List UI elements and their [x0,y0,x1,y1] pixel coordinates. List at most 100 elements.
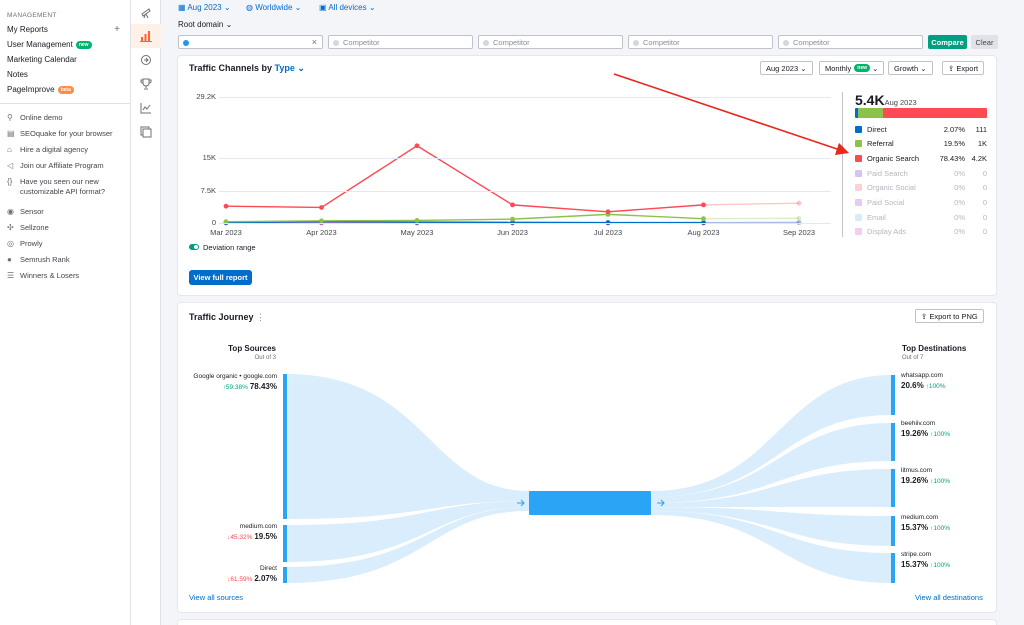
funnel-icon[interactable] [131,48,161,72]
trophy-icon[interactable] [131,72,161,96]
info-icon[interactable]: ⋮ [256,312,266,322]
x-tick-label: Jul 2023 [593,228,623,237]
close-icon[interactable]: × [311,37,317,47]
source-item[interactable]: Direct ↓61.59% 2.07% [180,565,277,583]
checkbox[interactable] [855,125,862,133]
destination-item[interactable]: whatsapp.com 20.6% ↑100% [901,372,946,390]
bar-chart-icon[interactable] [131,24,161,48]
export-button[interactable]: ⇪ Export [942,61,985,75]
devices-filter[interactable]: ▣ All devices ⌄ [319,3,376,12]
sankey-node[interactable] [891,553,895,583]
data-point[interactable] [701,202,706,208]
sidebar-item-marketing-calendar[interactable]: Marketing Calendar [0,52,130,67]
competitor-input[interactable]: Competitor [478,35,623,49]
data-point[interactable] [605,211,611,217]
data-point[interactable] [319,205,324,210]
view-all-destinations-link[interactable]: View all destinations [915,593,983,602]
competitor-input[interactable]: Competitor [778,35,923,49]
sankey-node[interactable] [891,375,895,415]
sidebar-item-pageimprove[interactable]: PageImprove beta [0,82,130,97]
type-dropdown[interactable]: Type ⌄ [274,63,305,73]
data-point[interactable] [701,216,706,222]
legend-item[interactable]: Paid Social 0% 0 [855,197,987,209]
destination-item[interactable]: litmus.com 19.26% ↑100% [901,467,950,485]
sankey-node[interactable] [891,469,895,507]
sidebar-link[interactable]: ◉ Sensor [0,204,130,220]
destination-item[interactable]: stripe.com 15.37% ↑100% [901,551,950,569]
source-item[interactable]: Google organic • google.com ↑59.38% 78.43… [180,373,277,391]
data-point[interactable] [796,200,802,206]
sidebar-link[interactable]: ⌂ Hire a digital agency [0,142,130,158]
sankey-node[interactable] [283,374,287,519]
legend-item[interactable]: Organic Search 78.43% 4.2K [855,152,987,164]
location-filter[interactable]: ◍ Worldwide ⌄ [246,3,301,12]
checkbox[interactable] [855,154,862,162]
sidebar-item-label: Notes [7,70,28,79]
legend-item[interactable]: Email 0% 0 [855,211,987,223]
date-filter[interactable]: ▦ Aug 2023 ⌄ [178,3,231,12]
sankey-center-node[interactable] [529,491,651,515]
checkbox[interactable] [855,169,862,177]
sankey-node[interactable] [891,516,895,546]
data-point[interactable] [605,209,611,215]
data-point[interactable] [796,215,802,221]
sankey-node[interactable] [283,567,287,583]
destination-item[interactable]: beehiiv.com 19.26% ↑100% [901,420,950,438]
sidebar-link[interactable]: ☰ Winners & Losers [0,268,130,284]
sankey-node[interactable] [283,525,287,562]
competitor-input[interactable]: Competitor [328,35,473,49]
competitor-input[interactable]: Competitor [628,35,773,49]
checkbox[interactable] [855,140,862,148]
clear-button[interactable]: Clear [971,35,998,49]
period-select[interactable]: Monthly new ⌄ [819,61,885,75]
destination-name: stripe.com [901,551,931,558]
sankey-node[interactable] [891,423,895,461]
compare-button[interactable]: Compare [928,35,967,49]
date-filter-label: Aug 2023 [187,3,222,12]
domain-input[interactable]: × [178,35,323,49]
data-point[interactable] [510,216,515,222]
sidebar-link[interactable]: ◁ Join our Affiliate Program [0,158,130,174]
checkbox[interactable] [855,228,862,236]
sidebar-item-my-reports[interactable]: My Reports + [0,22,130,37]
sidebar-link[interactable]: {} Have you seen our new customizable API… [0,174,130,200]
legend-item[interactable]: Direct 2.07% 111 [855,123,987,135]
checkbox[interactable] [855,184,862,192]
legend-item[interactable]: Paid Search 0% 0 [855,167,987,179]
checkbox[interactable] [855,213,862,221]
pages-icon[interactable] [131,120,161,144]
data-point[interactable] [414,143,420,149]
trend-icon[interactable] [131,96,161,120]
sidebar-link[interactable]: ✣ Sellzone [0,220,130,236]
data-point[interactable] [510,202,515,208]
competitor-placeholder: Competitor [643,37,680,47]
checkbox[interactable] [855,199,862,206]
source-item[interactable]: medium.com ↓45.32% 19.5% [180,523,277,541]
root-domain-select[interactable]: Root domain ⌄ [178,20,232,29]
telescope-icon[interactable] [131,0,161,24]
view-all-sources-link[interactable]: View all sources [189,593,244,602]
export-png-button[interactable]: ⇪ Export to PNG [915,309,984,323]
add-report-button[interactable]: + [114,24,120,35]
sidebar-link[interactable]: ● Semrush Rank [0,252,130,268]
sidebar-item-notes[interactable]: Notes [0,67,130,82]
legend-percent: 2.07% [943,124,965,134]
destination-change: ↑100% [925,383,946,390]
competitor-dot [783,39,789,46]
metric-select[interactable]: Growth ⌄ [888,61,933,75]
sidebar-item-user-management[interactable]: User Management new [0,37,130,52]
legend-item[interactable]: Referral 19.5% 1K [855,138,987,150]
sidebar-link[interactable]: ▤ SEOquake for your browser [0,126,130,142]
deviation-toggle[interactable] [189,244,199,250]
destination-item[interactable]: medium.com 15.37% ↑100% [901,514,950,532]
sidebar-link[interactable]: ◎ Prowly [0,236,130,252]
view-full-report-button[interactable]: View full report [189,270,252,285]
competitor-dot [333,39,339,46]
legend-item[interactable]: Display Ads 0% 0 [855,226,987,238]
data-point[interactable] [223,203,229,209]
sidebar-link[interactable]: ⚲ Online demo [0,110,130,126]
legend-item[interactable]: Organic Social 0% 0 [855,182,987,194]
month-select[interactable]: Aug 2023 ⌄ [760,61,813,75]
destination-percent: 19.26% [901,476,929,485]
destination-change: ↑100% [930,562,950,569]
